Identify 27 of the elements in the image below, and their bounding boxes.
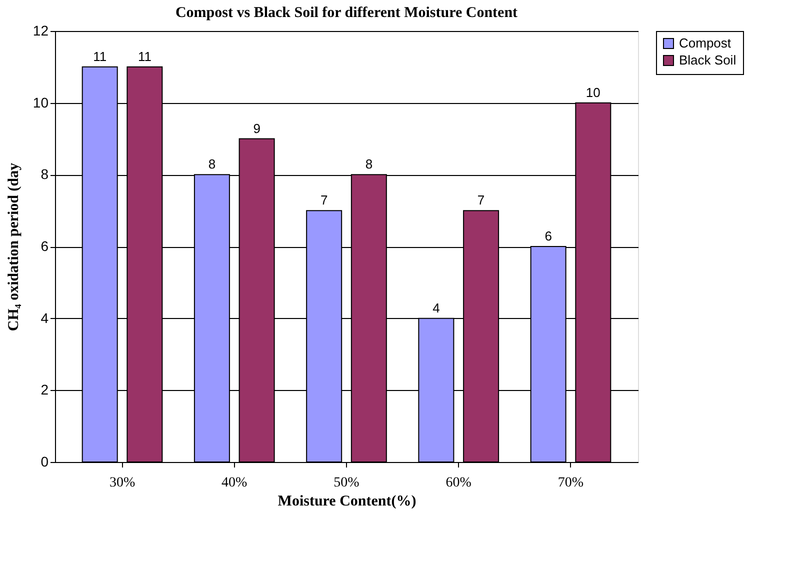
data-label: 4	[432, 300, 440, 316]
y-axis-title: CH₄ oxidation period (day	[6, 162, 22, 332]
data-label: 11	[138, 48, 152, 64]
data-label: 8	[208, 156, 216, 172]
data-label: 7	[477, 192, 485, 208]
y-tick-label: 12	[32, 22, 49, 38]
x-tick-label: 40%	[222, 476, 248, 490]
legend-label: Black Soil	[679, 52, 736, 68]
data-label: 10	[586, 84, 600, 100]
y-tick-label: 2	[40, 382, 49, 398]
y-tick-label: 8	[40, 166, 49, 182]
x-tick-label: 30%	[109, 476, 136, 490]
data-label: 9	[253, 120, 260, 136]
y-tick-label: 0	[40, 454, 49, 470]
data-label: 11	[93, 48, 107, 64]
data-label: 7	[320, 192, 328, 208]
y-tick-label: 4	[40, 310, 49, 326]
chart-title: Compost vs Black Soil for different Moisture Content	[175, 5, 518, 21]
y-tick-label: 6	[40, 238, 49, 254]
x-tick-label: 70%	[558, 476, 584, 490]
y-tick-label: 10	[32, 94, 49, 110]
x-axis-title: Moisture Content(%)	[278, 494, 416, 510]
data-label: 6	[544, 228, 552, 244]
x-tick-label: 60%	[446, 476, 472, 490]
x-tick-label: 50%	[334, 476, 360, 490]
legend-label: Compost	[679, 36, 732, 50]
data-label: 8	[365, 156, 373, 172]
